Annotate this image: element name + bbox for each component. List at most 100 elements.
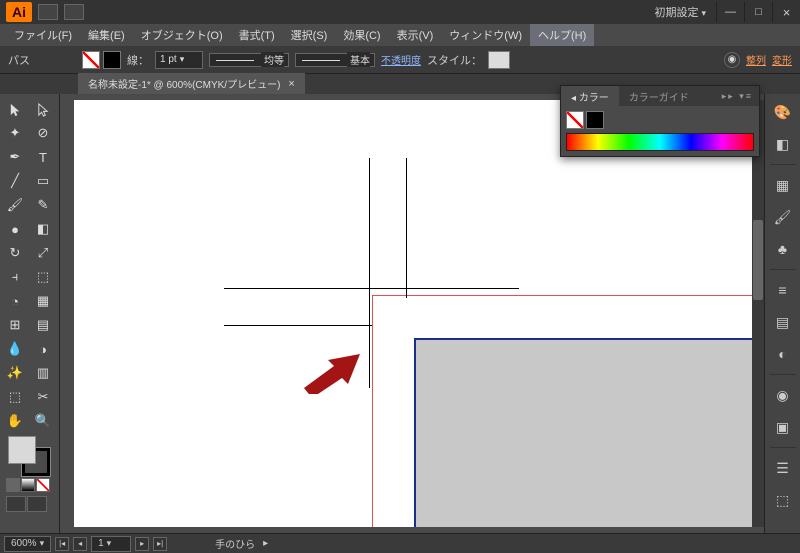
fill-stroke-indicator[interactable]: [8, 436, 50, 476]
menu-edit[interactable]: 編集(E): [80, 24, 133, 46]
stroke-width-field[interactable]: 1 pt: [155, 51, 203, 69]
opacity-link[interactable]: 不透明度: [381, 52, 421, 67]
color-mode-solid[interactable]: [6, 478, 20, 492]
menu-object[interactable]: オブジェクト(O): [133, 24, 231, 46]
color-mode-row: [6, 478, 57, 492]
line-tool[interactable]: ╱: [2, 170, 28, 192]
swatches-panel-icon[interactable]: ▦: [771, 173, 795, 197]
menu-view[interactable]: 表示(V): [389, 24, 442, 46]
document-tab[interactable]: 名称未設定-1* @ 600%(CMYK/プレビュー) ×: [78, 73, 305, 94]
type-tool[interactable]: T: [30, 146, 56, 168]
color-guide-panel-icon[interactable]: ◧: [771, 132, 795, 156]
artboard-tool[interactable]: ⬚: [2, 386, 28, 408]
scrollbar-thumb[interactable]: [753, 220, 763, 300]
gradient-tool[interactable]: ▤: [30, 314, 56, 336]
artboards-panel-icon[interactable]: ⬚: [771, 488, 795, 512]
zoom-field[interactable]: 600%: [4, 536, 51, 552]
color-panel-icon[interactable]: 🎨: [771, 100, 795, 124]
workspace-preset[interactable]: 初期設定: [654, 4, 706, 20]
brushes-panel-icon[interactable]: 🖌: [771, 205, 795, 229]
width-tool[interactable]: ⫞: [2, 266, 28, 288]
graphic-styles-panel-icon[interactable]: ▣: [771, 415, 795, 439]
blob-brush-tool[interactable]: ●: [2, 218, 28, 240]
current-tool-label: 手のひら: [215, 536, 255, 551]
appearance-panel-icon[interactable]: ◉: [771, 383, 795, 407]
align-link[interactable]: 整列: [746, 52, 766, 67]
graphic-style-swatch[interactable]: [488, 51, 510, 69]
eyedropper-tool[interactable]: 💧: [2, 338, 28, 360]
grey-rectangle-object[interactable]: [414, 338, 752, 527]
artboard-next[interactable]: ▸: [135, 537, 149, 551]
maximize-button[interactable]: □: [744, 2, 772, 22]
close-button[interactable]: ×: [772, 2, 800, 22]
artboard-prev[interactable]: ◂: [73, 537, 87, 551]
artboard[interactable]: [74, 100, 752, 527]
menu-effect[interactable]: 効果(C): [335, 24, 388, 46]
arrange-icon[interactable]: [64, 4, 84, 20]
illustrator-window: Ai 初期設定 — □ × ファイル(F) 編集(E) オブジェクト(O) 書式…: [0, 0, 800, 553]
selection-tool[interactable]: [2, 98, 28, 120]
stroke-profile-dropdown[interactable]: 均等: [209, 53, 289, 67]
path-vertical-2[interactable]: [406, 158, 407, 298]
menu-help[interactable]: ヘルプ(H): [530, 24, 594, 46]
screen-mode-full[interactable]: [27, 496, 47, 512]
symbols-panel-icon[interactable]: ♣: [771, 237, 795, 261]
minimize-button[interactable]: —: [716, 2, 744, 22]
artboard-number[interactable]: 1: [91, 536, 131, 552]
fill-swatch[interactable]: [82, 51, 100, 69]
vertical-scrollbar[interactable]: [752, 100, 764, 527]
transform-link[interactable]: 変形: [772, 52, 792, 67]
direct-selection-tool[interactable]: [30, 98, 56, 120]
stroke-panel-icon[interactable]: ≡: [771, 278, 795, 302]
brush-dropdown[interactable]: 基本: [295, 53, 375, 67]
document-tab-close[interactable]: ×: [288, 78, 294, 90]
paintbrush-tool[interactable]: 🖌: [2, 194, 28, 216]
menu-select[interactable]: 選択(S): [283, 24, 336, 46]
free-transform-tool[interactable]: ⬚: [30, 266, 56, 288]
zoom-tool[interactable]: 🔍: [30, 410, 56, 432]
scale-tool[interactable]: ⤢: [30, 242, 56, 264]
color-spectrum[interactable]: [566, 133, 754, 151]
menu-file[interactable]: ファイル(F): [6, 24, 80, 46]
pencil-tool[interactable]: ✎: [30, 194, 56, 216]
panel-menu-icon[interactable]: ▸▸ ▾≡: [722, 91, 759, 102]
color-mode-none[interactable]: [36, 478, 50, 492]
symbol-sprayer-tool[interactable]: ✨: [2, 362, 28, 384]
artboard-last[interactable]: ▸|: [153, 537, 167, 551]
path-horizontal-1[interactable]: [224, 288, 519, 289]
stroke-swatch[interactable]: [103, 51, 121, 69]
graph-tool[interactable]: ▥: [30, 362, 56, 384]
layers-panel-icon[interactable]: ☰: [771, 456, 795, 480]
pen-tool[interactable]: ✒: [2, 146, 28, 168]
menu-type[interactable]: 書式(T): [231, 24, 283, 46]
panel-fill-swatch[interactable]: [566, 111, 584, 129]
rotate-tool[interactable]: ↻: [2, 242, 28, 264]
path-horizontal-2[interactable]: [224, 325, 372, 326]
color-panel[interactable]: ◂ カラー カラーガイド ▸▸ ▾≡: [560, 85, 760, 157]
blend-tool[interactable]: ◑: [30, 338, 56, 360]
mesh-tool[interactable]: ⊞: [2, 314, 28, 336]
artboard-first[interactable]: |◂: [55, 537, 69, 551]
panel-stroke-swatch[interactable]: [586, 111, 604, 129]
shape-builder-tool[interactable]: ◔: [2, 290, 28, 312]
eraser-tool[interactable]: ◧: [30, 218, 56, 240]
rectangle-tool[interactable]: ▭: [30, 170, 56, 192]
fill-indicator[interactable]: [8, 436, 36, 464]
transparency-panel-icon[interactable]: ◐: [771, 342, 795, 366]
bridge-icon[interactable]: [38, 4, 58, 20]
magic-wand-tool[interactable]: ✦: [2, 122, 28, 144]
color-tab[interactable]: ◂ カラー: [561, 86, 619, 107]
fill-stroke-swatches[interactable]: [82, 51, 121, 69]
color-guide-tab[interactable]: カラーガイド: [619, 86, 699, 107]
gradient-panel-icon[interactable]: ▤: [771, 310, 795, 334]
recolor-icon[interactable]: ◉: [724, 52, 740, 68]
color-mode-gradient[interactable]: [21, 478, 35, 492]
slice-tool[interactable]: ✂: [30, 386, 56, 408]
menu-window[interactable]: ウィンドウ(W): [441, 24, 530, 46]
screen-mode-normal[interactable]: [6, 496, 26, 512]
perspective-tool[interactable]: ▦: [30, 290, 56, 312]
lasso-tool[interactable]: ⊘: [30, 122, 56, 144]
control-bar: パス 線： 1 pt 均等 基本 不透明度 スタイル： ◉ 整列 変形: [0, 46, 800, 74]
path-vertical-1[interactable]: [369, 158, 370, 388]
hand-tool[interactable]: ✋: [2, 410, 28, 432]
